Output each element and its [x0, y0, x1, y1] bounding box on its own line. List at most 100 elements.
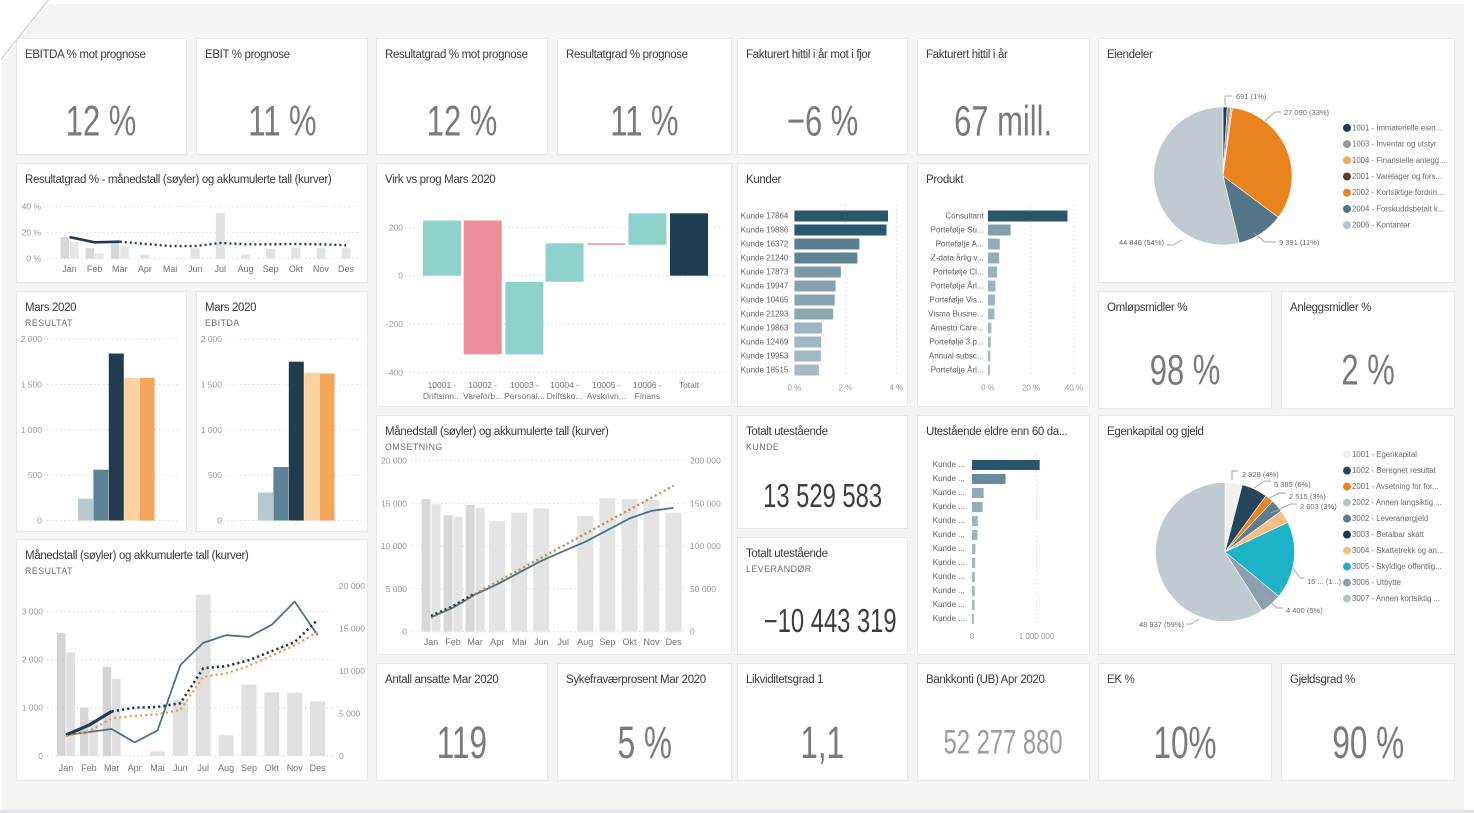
svg-text:Portefølje Årl...: Portefølje Årl... — [931, 366, 984, 375]
svg-text:15 000: 15 000 — [339, 624, 365, 634]
svg-text:10004 -: 10004 - — [550, 380, 579, 390]
svg-text:Aug: Aug — [237, 264, 253, 274]
svg-text:Jul: Jul — [197, 763, 209, 773]
svg-text:4 400 (5%): 4 400 (5%) — [1286, 606, 1323, 615]
svg-text:Nov: Nov — [287, 763, 304, 773]
svg-text:Jul: Jul — [558, 637, 570, 647]
svg-text:Avskrivn...: Avskrivn... — [587, 391, 626, 401]
svg-text:2002 - Kortsiktige fordrin...: 2002 - Kortsiktige fordrin... — [1352, 188, 1443, 197]
svg-text:Kunde ...: Kunde ... — [933, 530, 965, 539]
svg-text:Kunde 21240: Kunde 21240 — [741, 254, 789, 263]
svg-text:10003 -: 10003 - — [510, 380, 539, 390]
svg-text:Kunde 10465: Kunde 10465 — [741, 296, 789, 305]
svg-text:Driftsko...: Driftsko... — [547, 391, 583, 401]
svg-text:Finans: Finans — [635, 391, 661, 401]
svg-text:Mar: Mar — [112, 264, 128, 274]
svg-text:2 928 (4%): 2 928 (4%) — [1242, 470, 1279, 479]
svg-text:Kunde ...: Kunde ... — [933, 614, 965, 623]
svg-text:2001 - Avsetning for for...: 2001 - Avsetning for for... — [1352, 482, 1439, 491]
svg-text:Mar: Mar — [467, 637, 483, 647]
svg-text:Jun: Jun — [534, 637, 549, 647]
svg-text:Portefølje A...: Portefølje A... — [936, 240, 984, 249]
svg-text:0 %: 0 % — [981, 384, 995, 393]
svg-text:0: 0 — [398, 271, 403, 281]
svg-text:-200: -200 — [386, 319, 403, 329]
svg-text:Kunde ...: Kunde ... — [933, 600, 965, 609]
svg-text:Portefølje Cl...: Portefølje Cl... — [933, 268, 984, 277]
svg-text:Nov: Nov — [643, 637, 660, 647]
svg-text:40 %: 40 % — [1065, 384, 1083, 393]
svg-text:Kunde 21293: Kunde 21293 — [741, 310, 789, 319]
svg-text:Annual subsc...: Annual subsc... — [929, 352, 984, 361]
svg-text:2 %: 2 % — [839, 384, 853, 393]
svg-text:3002 - Leveranørgjeld: 3002 - Leveranørgjeld — [1352, 514, 1428, 523]
svg-text:20 %: 20 % — [1022, 384, 1040, 393]
svg-text:10002 -: 10002 - — [468, 380, 497, 390]
svg-text:0: 0 — [690, 627, 695, 637]
svg-text:Consultant: Consultant — [945, 212, 984, 221]
svg-text:Apr: Apr — [128, 763, 142, 773]
svg-text:1002 - Beregnet resultat: 1002 - Beregnet resultat — [1352, 466, 1436, 475]
svg-text:Kunde 12469: Kunde 12469 — [741, 338, 789, 347]
svg-text:Jan: Jan — [59, 763, 74, 773]
svg-text:Jun: Jun — [188, 264, 203, 274]
svg-text:27 090 (33%): 27 090 (33%) — [1284, 108, 1330, 117]
svg-text:20 000: 20 000 — [339, 581, 365, 591]
svg-text:Kunde ...: Kunde ... — [933, 502, 965, 511]
svg-text:0: 0 — [970, 632, 975, 641]
svg-text:Des: Des — [666, 637, 683, 647]
svg-text:1 500: 1 500 — [201, 379, 223, 389]
svg-text:2 000: 2 000 — [21, 334, 43, 344]
svg-text:10006 -: 10006 - — [633, 380, 662, 390]
svg-text:20 %: 20 % — [22, 228, 42, 238]
svg-text:3007 - Annen kortsiktig ...: 3007 - Annen kortsiktig ... — [1352, 594, 1440, 603]
svg-text:-400: -400 — [386, 368, 403, 378]
svg-text:3006 - Utbytte: 3006 - Utbytte — [1352, 578, 1401, 587]
svg-text:40 %: 40 % — [22, 202, 42, 212]
svg-text:Okt: Okt — [622, 637, 637, 647]
svg-text:15 ... (1...): 15 ... (1...) — [1307, 577, 1342, 586]
svg-text:Feb: Feb — [445, 637, 461, 647]
svg-text:3004 - Skattetrekk og an...: 3004 - Skattetrekk og an... — [1352, 546, 1443, 555]
svg-text:Portefølje Årl...: Portefølje Årl... — [931, 282, 984, 291]
svg-text:15 000: 15 000 — [381, 498, 407, 508]
svg-text:9 391 (11%): 9 391 (11%) — [1279, 238, 1320, 247]
svg-text:3005 - Skyldige offentlig...: 3005 - Skyldige offentlig... — [1352, 562, 1442, 571]
svg-text:3003 - Betalbar skatt: 3003 - Betalbar skatt — [1352, 530, 1425, 539]
svg-text:Kunde 16372: Kunde 16372 — [741, 240, 789, 249]
svg-text:Jan: Jan — [62, 264, 77, 274]
svg-text:200: 200 — [389, 222, 403, 232]
svg-text:Jul: Jul — [215, 264, 227, 274]
svg-text:1001 - Egenkapital: 1001 - Egenkapital — [1352, 450, 1417, 459]
svg-text:Kunde 18515: Kunde 18515 — [741, 366, 789, 375]
svg-text:1 000 000: 1 000 000 — [1019, 632, 1055, 641]
svg-text:2002 - Annen langsiktig ...: 2002 - Annen langsiktig ... — [1352, 498, 1442, 507]
svg-text:Kunde ...: Kunde ... — [933, 558, 965, 567]
svg-text:Vareforb...: Vareforb... — [463, 391, 502, 401]
svg-text:1 000: 1 000 — [201, 425, 223, 435]
svg-text:Des: Des — [338, 264, 355, 274]
svg-text:50 000: 50 000 — [690, 584, 716, 594]
svg-text:Kunde ...: Kunde ... — [933, 544, 965, 553]
svg-text:48 937 (59%): 48 937 (59%) — [1139, 620, 1185, 629]
svg-text:Mar: Mar — [104, 763, 120, 773]
svg-text:Mai: Mai — [150, 763, 165, 773]
svg-text:1 000: 1 000 — [21, 425, 43, 435]
svg-text:Aug: Aug — [577, 637, 593, 647]
svg-text:Kunde 19886: Kunde 19886 — [741, 226, 789, 235]
svg-text:Apr: Apr — [490, 637, 504, 647]
svg-text:2 515 (3%): 2 515 (3%) — [1289, 492, 1326, 501]
svg-text:Sep: Sep — [241, 763, 257, 773]
svg-text:Kunde ...: Kunde ... — [933, 460, 965, 469]
svg-text:Feb: Feb — [87, 264, 103, 274]
svg-text:0: 0 — [38, 751, 43, 761]
svg-text:500: 500 — [208, 470, 222, 480]
svg-text:200 000: 200 000 — [690, 456, 721, 466]
svg-text:2004 - Forskuddsbetalt k...: 2004 - Forskuddsbetalt k... — [1352, 204, 1444, 213]
svg-text:Jan: Jan — [424, 637, 439, 647]
svg-text:5 000: 5 000 — [386, 584, 408, 594]
svg-text:44 846 (54%): 44 846 (54%) — [1119, 238, 1165, 247]
svg-text:Personal...: Personal... — [504, 391, 545, 401]
svg-text:0: 0 — [339, 751, 344, 761]
svg-text:Z-data årlig v...: Z-data årlig v... — [931, 254, 984, 263]
